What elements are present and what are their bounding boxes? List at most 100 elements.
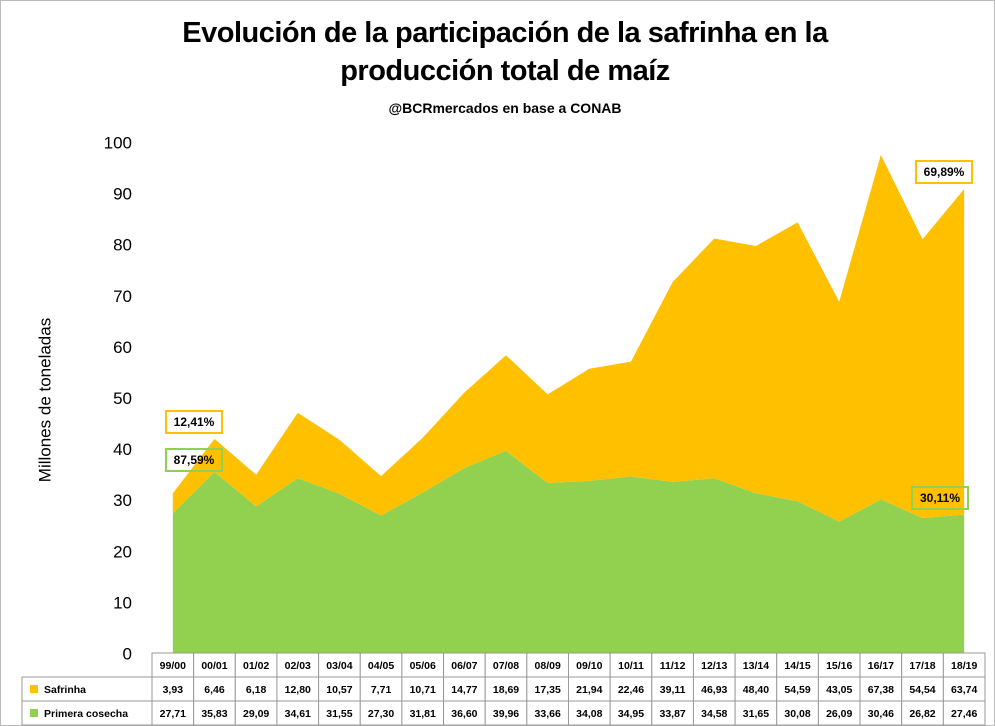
table-cell xyxy=(651,700,694,726)
annotation-box xyxy=(911,486,969,510)
x-tick-label: 13/14 xyxy=(743,660,769,672)
x-tick-label: 01/02 xyxy=(243,660,269,672)
x-tick-label: 04/05 xyxy=(368,660,394,672)
table-cell xyxy=(21,676,153,702)
x-tick-label: 11/12 xyxy=(660,660,686,672)
y-tick-label: 70 xyxy=(113,287,132,306)
table-cell xyxy=(401,700,445,726)
table-cell xyxy=(359,700,403,726)
x-tick-label: 03/04 xyxy=(326,660,352,672)
y-tick-label: 20 xyxy=(113,542,132,561)
legend-label: Safrinha xyxy=(44,684,86,696)
table-value: 31,65 xyxy=(743,708,769,720)
table-cell xyxy=(942,700,986,726)
y-tick-label: 100 xyxy=(104,133,132,152)
x-tick-label: 16/17 xyxy=(868,660,894,672)
table-cell xyxy=(234,652,278,678)
annotation: 69,89% xyxy=(924,165,965,179)
table-cell xyxy=(859,700,903,726)
y-tick-label: 10 xyxy=(113,593,132,612)
table-cell xyxy=(609,676,653,702)
x-tick-label: 07/08 xyxy=(493,660,519,672)
chart-subtitle: @BCRmercados en base a CONAB xyxy=(388,100,622,116)
table-value: 36,60 xyxy=(451,708,477,720)
table-value: 6,18 xyxy=(246,684,267,696)
x-tick-label: 09/10 xyxy=(576,660,602,672)
y-axis-label: Millones de toneladas xyxy=(35,318,54,482)
table-cell xyxy=(817,652,861,678)
table-cell xyxy=(276,652,320,678)
x-tick-label: 18/19 xyxy=(951,660,977,672)
table-value: 22,46 xyxy=(618,684,644,696)
x-tick-label: 00/01 xyxy=(201,660,227,672)
table-value: 21,94 xyxy=(576,684,602,696)
table-value: 17,35 xyxy=(535,684,561,696)
table-cell xyxy=(21,700,153,726)
table-value: 33,66 xyxy=(535,708,561,720)
table-value: 35,83 xyxy=(201,708,227,720)
table-value: 6,46 xyxy=(204,684,225,696)
data-table: 99/00 00/01 01/02 02/03 03/04 04/05 05/06 06/07… xyxy=(21,652,986,726)
x-tick-label: 06/07 xyxy=(451,660,477,672)
table-value: 7,71 xyxy=(371,684,392,696)
table-value: 10,57 xyxy=(326,684,352,696)
x-tick-label: 15/16 xyxy=(826,660,852,672)
table-value: 63,74 xyxy=(951,684,977,696)
x-tick-label: 10/11 xyxy=(618,660,644,672)
table-value: 27,71 xyxy=(160,708,186,720)
y-tick-label: 50 xyxy=(113,389,132,408)
table-cell xyxy=(359,676,403,702)
table-value: 26,82 xyxy=(909,708,935,720)
table-cell xyxy=(817,700,861,726)
table-cell xyxy=(193,700,236,726)
table-cell xyxy=(734,700,778,726)
legend-swatch xyxy=(30,709,38,717)
annotation: 87,59% xyxy=(174,453,215,467)
x-tick-label: 12/13 xyxy=(701,660,727,672)
table-value: 39,96 xyxy=(493,708,519,720)
legend-swatch xyxy=(30,685,38,693)
table-value: 26,09 xyxy=(826,708,852,720)
table-value: 48,40 xyxy=(743,684,769,696)
y-tick-label: 60 xyxy=(113,338,132,357)
table-value: 67,38 xyxy=(868,684,894,696)
table-cell xyxy=(276,700,320,726)
table-value: 43,05 xyxy=(826,684,852,696)
table-cell xyxy=(942,676,986,702)
x-tick-label: 17/18 xyxy=(909,660,935,672)
table-cell xyxy=(817,676,861,702)
table-value: 10,71 xyxy=(410,684,436,696)
table-cell xyxy=(568,700,611,726)
x-tick-label: 99/00 xyxy=(160,660,186,672)
table-value: 14,77 xyxy=(451,684,477,696)
table-cell xyxy=(568,676,611,702)
annotation-box xyxy=(165,410,223,434)
x-tick-label: 05/06 xyxy=(410,660,436,672)
table-cell xyxy=(443,676,486,702)
table-value: 46,93 xyxy=(701,684,727,696)
chart-title: Evolución de la participación de la safr… xyxy=(182,17,828,87)
x-tick-label: 08/09 xyxy=(535,660,561,672)
table-value: 54,54 xyxy=(909,684,935,696)
table-cell xyxy=(151,652,195,678)
table-value: 33,87 xyxy=(659,708,685,720)
y-tick-label: 0 xyxy=(123,644,132,663)
area xyxy=(172,450,965,655)
table-cell xyxy=(692,676,736,702)
table-value: 30,46 xyxy=(868,708,894,720)
table-value: 12,80 xyxy=(285,684,311,696)
table-cell xyxy=(526,676,569,702)
legend-label: Primera cosecha xyxy=(44,708,128,720)
table-value: 34,95 xyxy=(618,708,644,720)
table-value: 34,58 xyxy=(701,708,727,720)
table-cell xyxy=(609,652,653,678)
table-cell xyxy=(151,676,195,702)
x-tick-label: 02/03 xyxy=(285,660,311,672)
table-value: 31,81 xyxy=(410,708,436,720)
table-cell xyxy=(734,676,778,702)
table-value: 3,93 xyxy=(163,684,184,696)
table-value: 27,30 xyxy=(368,708,394,720)
table-value: 18,69 xyxy=(493,684,519,696)
